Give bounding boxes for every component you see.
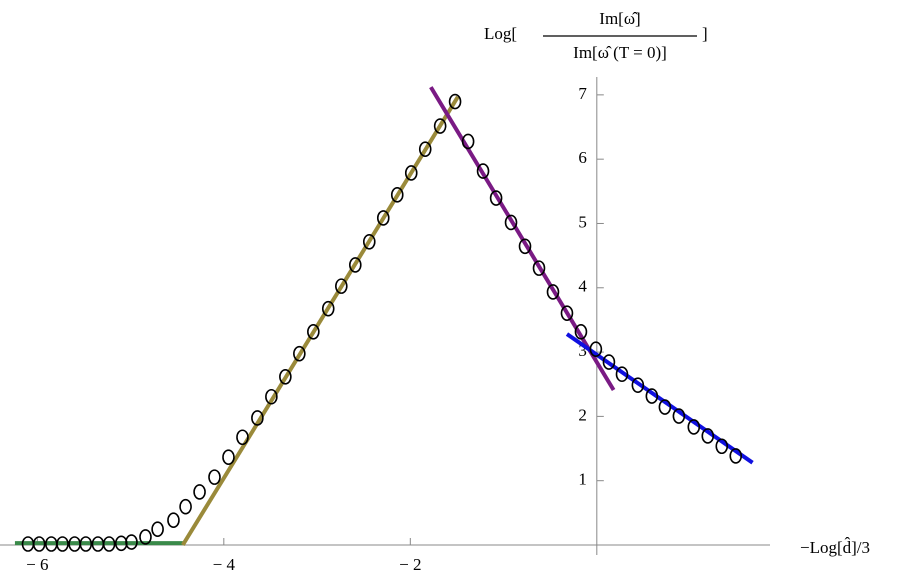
data-point xyxy=(151,521,164,538)
data-point xyxy=(376,210,390,226)
y-tick-label: 7 xyxy=(578,84,587,103)
data-point xyxy=(433,118,447,134)
data-point xyxy=(79,536,93,552)
data-point xyxy=(518,238,532,255)
data-point xyxy=(560,305,574,321)
data-point xyxy=(208,469,221,485)
data-point xyxy=(532,260,546,276)
data-point xyxy=(307,323,320,340)
data-point xyxy=(293,345,306,362)
data-point xyxy=(448,93,462,110)
y-label-suffix: ] xyxy=(702,24,708,43)
data-point xyxy=(265,388,278,405)
data-point xyxy=(589,341,603,357)
data-point xyxy=(701,428,715,444)
x-tick-label: − 2 xyxy=(399,555,421,574)
data-point xyxy=(167,512,180,529)
y-tick-label: 2 xyxy=(578,405,587,424)
data-point xyxy=(193,484,206,500)
data-point xyxy=(546,284,560,300)
x-tick-label: − 6 xyxy=(26,555,48,574)
data-point xyxy=(279,369,292,385)
data-point xyxy=(715,438,729,455)
data-point xyxy=(461,133,475,150)
x-axis-label: −Log[d̂]/3 xyxy=(800,537,870,557)
data-point xyxy=(56,536,69,552)
data-point xyxy=(139,529,152,545)
y-axis-label: Log[ Im[ω̂] Im[ω̂ (T = 0)] ] xyxy=(484,9,708,62)
y-tick-label: 4 xyxy=(578,277,587,296)
data-point xyxy=(222,449,235,465)
y-tick-label: 1 xyxy=(578,470,587,489)
y-tick-label: 5 xyxy=(578,212,587,231)
data-point xyxy=(615,366,629,383)
data-point xyxy=(476,163,490,179)
data-point xyxy=(729,448,743,464)
data-point xyxy=(125,534,138,550)
data-point xyxy=(631,377,645,393)
y-tick-label: 3 xyxy=(578,341,587,360)
data-point xyxy=(102,536,116,552)
data-point xyxy=(687,419,701,435)
data-point xyxy=(574,323,588,340)
x-tick-label: − 4 xyxy=(213,555,236,574)
data-point xyxy=(251,410,264,426)
data-point xyxy=(504,214,518,231)
data-point xyxy=(362,233,376,250)
data-point xyxy=(489,190,503,206)
y-tick-label: 6 xyxy=(578,148,587,167)
data-point xyxy=(321,300,335,317)
data-point xyxy=(672,408,686,424)
fit-line xyxy=(429,86,616,392)
data-point xyxy=(390,187,404,203)
y-label-denominator: Im[ω̂ (T = 0)] xyxy=(573,43,667,62)
data-point xyxy=(404,165,418,181)
fit-line xyxy=(181,95,460,547)
data-point xyxy=(32,536,46,552)
data-point xyxy=(335,278,348,294)
data-point xyxy=(348,257,362,273)
y-label-prefix: Log[ xyxy=(484,24,517,43)
data-point xyxy=(658,399,672,415)
data-point xyxy=(236,429,249,446)
data-point xyxy=(418,141,432,157)
data-point xyxy=(179,498,192,515)
fit-line xyxy=(565,332,754,465)
data-point xyxy=(645,388,659,404)
data-point xyxy=(602,354,616,370)
y-label-numerator: Im[ω̂] xyxy=(599,9,640,28)
